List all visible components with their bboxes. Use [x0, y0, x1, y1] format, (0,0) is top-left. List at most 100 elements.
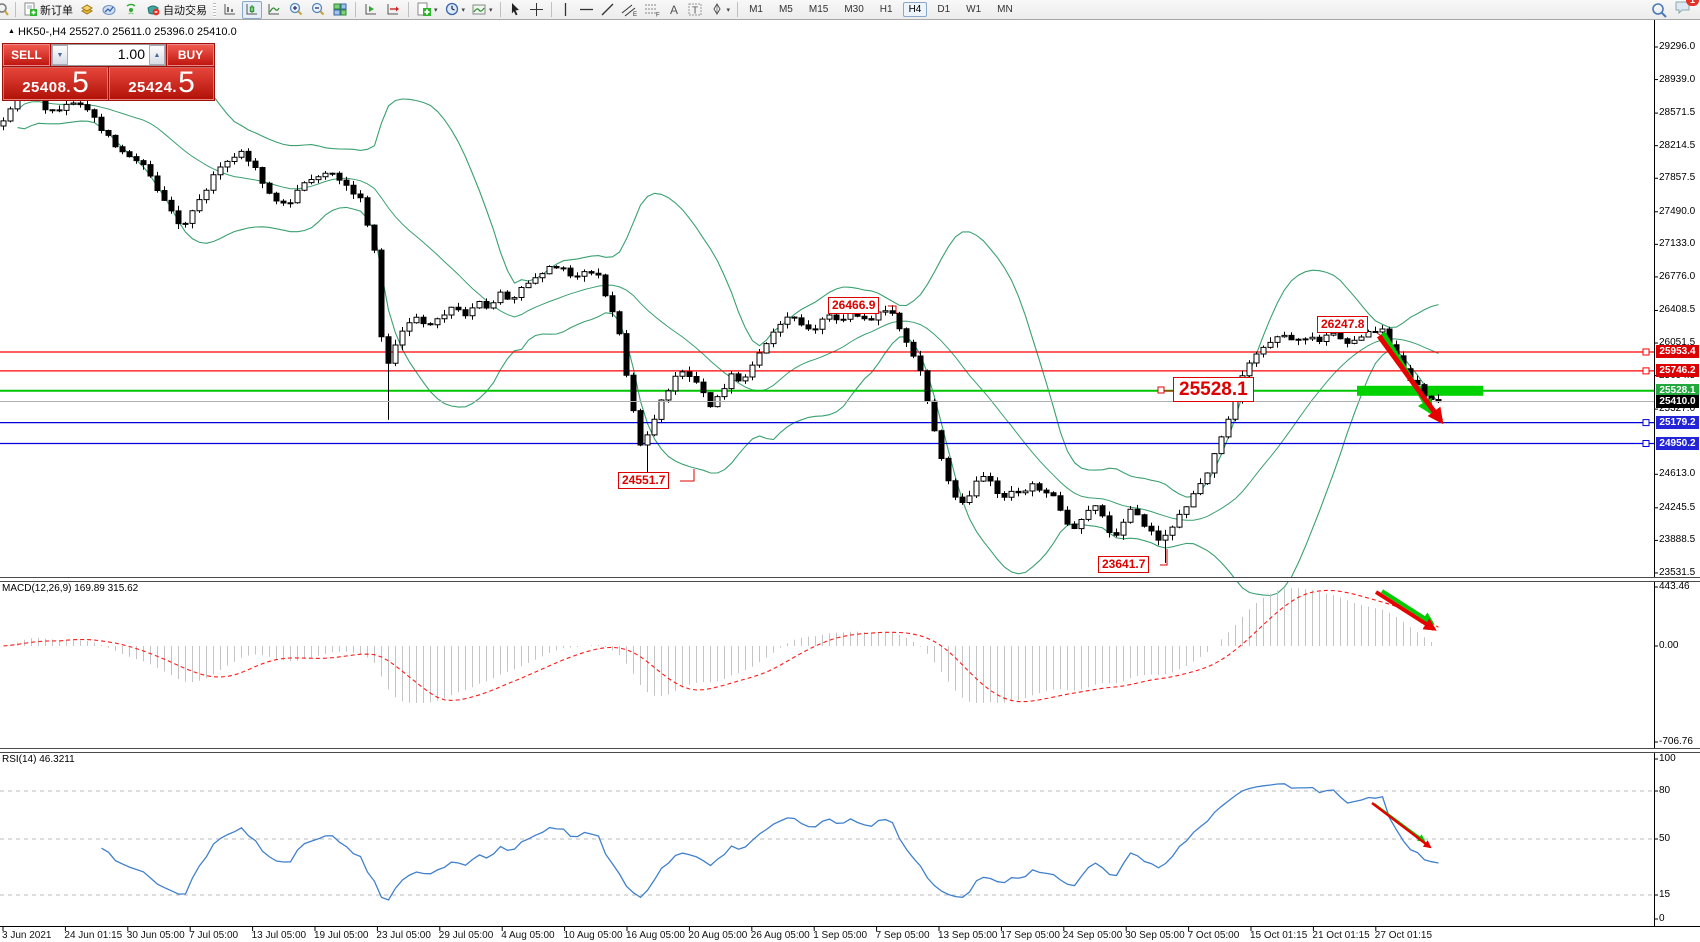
horizontal-line-icon	[579, 2, 594, 17]
time-axis-label: 29 Jul 05:00	[438, 930, 494, 941]
signals-button[interactable]	[121, 1, 141, 19]
price-badge-25179.2: 25179.2	[1656, 415, 1699, 429]
volume-decrease-button[interactable]: ▼	[52, 45, 68, 65]
clock-icon	[444, 2, 460, 17]
zoom-in-button[interactable]	[286, 1, 306, 19]
main-toolbar: 新订单 自动交易	[0, 0, 1700, 20]
rsi-trend-arrow[interactable]	[1371, 802, 1432, 849]
channel-icon: E	[621, 2, 638, 18]
arrows-tool-button[interactable]: ▾	[707, 1, 733, 19]
buy-price-tile[interactable]: 25424. 5	[109, 67, 214, 100]
timeframe-h4[interactable]: H4	[902, 2, 928, 17]
callout-anchor-square[interactable]	[1157, 386, 1165, 394]
price-axis-line	[1654, 20, 1655, 927]
price-badge-25410.0: 25410.0	[1656, 394, 1699, 408]
time-axis-line	[0, 926, 1700, 927]
time-axis-label: 15 Oct 01:15	[1250, 930, 1308, 941]
new-order-button[interactable]: 新订单	[21, 1, 75, 19]
search-icon[interactable]	[1651, 2, 1668, 18]
candle-wicks	[3, 81, 1439, 563]
timeframe-w1[interactable]: W1	[966, 4, 982, 15]
rsi-pane-separator[interactable]	[0, 748, 1700, 753]
data-window-button[interactable]	[99, 1, 119, 19]
auto-trading-button[interactable]: 自动交易	[143, 1, 209, 19]
macd-trend-arrow[interactable]	[1374, 590, 1437, 631]
time-axis-label: 10 Aug 05:00	[563, 930, 623, 941]
callout-connector	[680, 469, 695, 482]
text-label-tool-button[interactable]: T	[685, 1, 705, 19]
zoom-out-button[interactable]	[308, 1, 328, 19]
callout-connector	[1160, 549, 1168, 566]
bar-chart-mode-button[interactable]	[220, 1, 240, 19]
timeframe-mn[interactable]: MN	[997, 4, 1013, 15]
collapse-triangle-icon[interactable]: ▲	[8, 28, 15, 35]
market-watch-button[interactable]	[77, 1, 97, 19]
templates-button[interactable]: ▾	[469, 1, 495, 19]
cloud-chart-icon	[101, 2, 117, 17]
price-badge-24950.2: 24950.2	[1656, 436, 1699, 450]
price-tick-label: 29296.0	[1659, 41, 1696, 52]
price-callout-26247.8[interactable]: 26247.8	[1317, 316, 1369, 333]
notifications-button[interactable]: 1	[1674, 0, 1699, 20]
text-tool-button[interactable]: A	[665, 1, 683, 19]
time-axis-label: 1 Sep 05:00	[813, 930, 868, 941]
line-handle[interactable]	[1642, 367, 1650, 375]
line-handle[interactable]	[1642, 348, 1650, 356]
line-chart-mode-button[interactable]	[264, 1, 284, 19]
vertical-line-tool-button[interactable]	[557, 1, 575, 19]
timeframe-h1[interactable]: H1	[879, 4, 893, 15]
price-tick-label: 25327.0	[1659, 403, 1696, 415]
auto-scroll-icon	[385, 2, 401, 17]
time-axis-label: 24 Jun 01:15	[64, 930, 123, 941]
macd-tick-label: -706.76	[1659, 736, 1693, 747]
price-callout-23641.7[interactable]: 23641.7	[1098, 556, 1150, 573]
time-axis-label: 23 Jul 05:00	[376, 930, 431, 941]
price-callout-25528.1[interactable]: 25528.1	[1173, 377, 1254, 402]
auto-scroll-button[interactable]	[383, 1, 403, 19]
dropdown-arrow-icon: ▾	[726, 6, 731, 14]
macd-trend-arrow[interactable]	[1380, 589, 1435, 625]
price-tick-label: 23531.5	[1659, 566, 1696, 578]
bullish-candles	[0, 86, 1386, 541]
price-tick-label: 28939.0	[1659, 73, 1696, 85]
timeframe-m1[interactable]: M1	[749, 4, 763, 15]
sell-button[interactable]: SELL	[3, 44, 50, 66]
line-handle[interactable]	[1642, 419, 1650, 427]
line-handle[interactable]	[1642, 440, 1650, 448]
volume-spinbox: ▼ 1.00 ▲	[51, 44, 166, 66]
buy-button[interactable]: BUY	[167, 44, 214, 66]
new-order-label: 新订单	[40, 4, 73, 17]
buy-price-frac: 5	[178, 66, 195, 99]
notification-count-badge: 1	[1685, 0, 1699, 6]
chart-shift-button[interactable]	[361, 1, 381, 19]
sell-price-tile[interactable]: 25408. 5	[3, 67, 108, 100]
timeframe-m30[interactable]: M30	[844, 4, 864, 15]
fibonacci-tool-button[interactable]: F	[642, 1, 663, 19]
indicators-button[interactable]: ▾	[414, 1, 440, 19]
macd-pane-separator[interactable]	[0, 577, 1700, 582]
auto-trading-label: 自动交易	[163, 4, 207, 17]
timeframe-m5[interactable]: M5	[778, 4, 793, 15]
volume-increase-button[interactable]: ▲	[149, 45, 165, 65]
timeframe-m15[interactable]: M15	[808, 4, 829, 15]
channel-tool-button[interactable]: E	[619, 1, 640, 19]
crosshair-tool-button[interactable]	[527, 1, 546, 19]
price-callout-26466.9[interactable]: 26466.9	[828, 297, 880, 314]
time-axis-label: 30 Jun 05:00	[126, 930, 185, 941]
main-trend-arrow[interactable]	[1376, 334, 1444, 425]
sell-price-frac: 5	[72, 66, 89, 99]
price-tick-label: 27490.0	[1659, 205, 1696, 217]
tile-windows-button[interactable]	[330, 1, 350, 19]
timeframe-d1[interactable]: D1	[937, 4, 951, 15]
horizontal-line-tool-button[interactable]	[577, 1, 596, 19]
volume-value[interactable]: 1.00	[117, 46, 145, 62]
periods-button[interactable]: ▾	[442, 1, 468, 19]
candle-chart-mode-button[interactable]	[242, 0, 262, 19]
price-tick-label: 28214.5	[1659, 139, 1696, 151]
cursor-tool-button[interactable]	[506, 1, 525, 19]
vertical-line-icon	[559, 2, 572, 17]
bollinger-middle-band	[17, 101, 1439, 521]
trendline-tool-button[interactable]	[598, 1, 617, 19]
price-callout-24551.7[interactable]: 24551.7	[618, 472, 670, 489]
